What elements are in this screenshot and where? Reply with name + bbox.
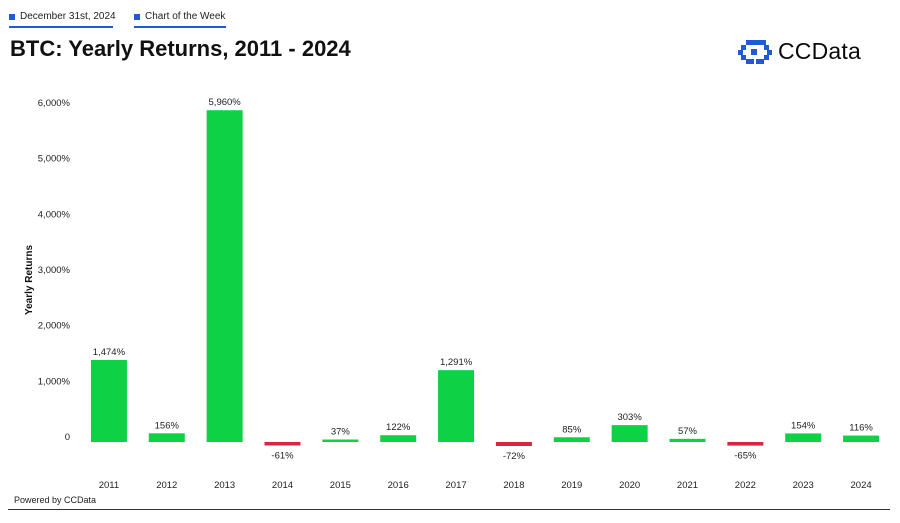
bar-2017 <box>438 370 475 442</box>
x-tick-label: 2020 <box>619 480 640 491</box>
data-label-2016: 122% <box>386 422 411 433</box>
brand-name: CCData <box>778 38 862 64</box>
data-label-2015: 37% <box>331 427 351 438</box>
data-label-2020: 303% <box>617 412 642 423</box>
bar-2019 <box>553 437 590 442</box>
y-axis-label: Yearly Returns <box>24 245 35 315</box>
x-tick-label: 2011 <box>99 480 119 491</box>
data-labels: 1,474% 156% 5,960% -61% 37% 122% 1,291% -72% 85%… <box>93 97 874 462</box>
brand-logo: CCData <box>738 38 861 65</box>
data-label-2018: -72% <box>503 451 526 462</box>
y-tick-label: 3,000% <box>38 265 71 276</box>
data-label-2019: 85% <box>562 424 582 435</box>
y-tick-label: 4,000% <box>38 209 71 220</box>
section-text: Chart of the Week <box>145 11 226 22</box>
bar-2015 <box>322 439 359 442</box>
bar-2013 <box>206 110 243 442</box>
data-label-2014: -61% <box>271 451 294 462</box>
section-tag: Chart of the Week <box>134 11 225 22</box>
bar-2021 <box>669 438 706 442</box>
chart-title: BTC: Yearly Returns, 2011 - 2024 <box>10 36 351 61</box>
x-tick-label: 2016 <box>388 480 409 491</box>
data-label-2023: 154% <box>791 420 816 431</box>
bar-2022 <box>727 442 764 446</box>
y-tick-label: 6,000% <box>38 98 71 109</box>
data-label-2013: 5,960% <box>209 97 242 108</box>
x-tick-label: 2023 <box>793 480 814 491</box>
x-axis-ticks: 2011 2012 2013 2014 2015 2016 2017 2018 2019 2020… <box>99 480 872 491</box>
x-tick-label: 2017 <box>446 480 467 491</box>
date-tag: December 31st, 2024 <box>9 11 116 22</box>
powered-by: Powered by CCData <box>14 495 97 505</box>
y-tick-label: 1,000% <box>38 376 71 387</box>
y-tick-label: 5,000% <box>38 154 71 165</box>
ccdata-logo-icon <box>738 39 772 64</box>
bar-2011 <box>90 359 127 442</box>
x-tick-label: 2015 <box>330 480 351 491</box>
bar-2014 <box>264 442 301 446</box>
date-underline <box>9 26 113 28</box>
y-tick-label: 0 <box>65 432 70 443</box>
x-tick-label: 2013 <box>214 480 235 491</box>
x-tick-label: 2014 <box>272 480 293 491</box>
data-label-2022: -65% <box>734 451 757 462</box>
y-tick-label: 2,000% <box>38 321 71 332</box>
date-text: December 31st, 2024 <box>20 11 116 22</box>
y-axis-ticks: 0 1,000% 2,000% 3,000% 4,000% 5,000% 6,000% <box>38 98 71 443</box>
data-label-2017: 1,291% <box>440 357 473 368</box>
x-tick-label: 2019 <box>561 480 582 491</box>
section-marker-icon <box>134 13 140 20</box>
bar-2012 <box>148 433 185 442</box>
bar-2018 <box>495 442 532 447</box>
data-label-2011: 1,474% <box>93 347 126 358</box>
x-tick-label: 2022 <box>735 480 756 491</box>
x-tick-label: 2012 <box>156 480 177 491</box>
section-underline <box>134 26 226 28</box>
x-tick-label: 2024 <box>851 480 872 491</box>
bar-2023 <box>785 433 822 442</box>
bars <box>90 110 880 447</box>
bar-2024 <box>843 435 880 442</box>
bar-2020 <box>611 425 648 442</box>
data-label-2012: 156% <box>155 420 180 431</box>
x-tick-label: 2018 <box>503 480 524 491</box>
data-label-2024: 116% <box>849 423 873 434</box>
bar-2016 <box>380 435 417 442</box>
date-marker-icon <box>9 13 15 20</box>
x-tick-label: 2021 <box>677 480 698 491</box>
data-label-2021: 57% <box>678 426 698 437</box>
footer-rule <box>8 509 890 510</box>
